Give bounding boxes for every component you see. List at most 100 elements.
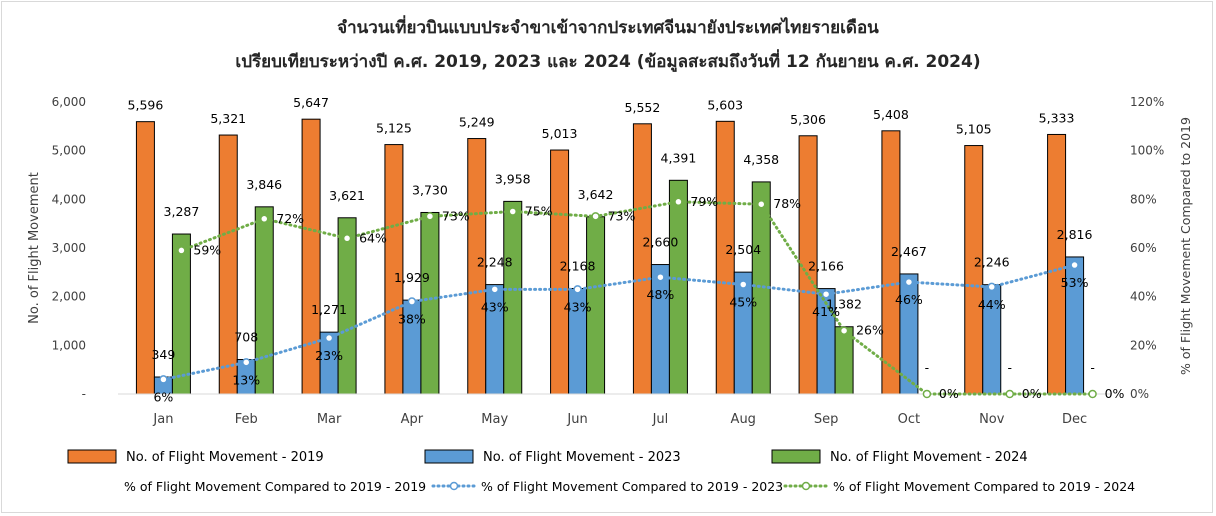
bar-data-label: -: [1090, 360, 1095, 375]
bar-data-label: 2,248: [477, 255, 513, 270]
pct-data-label: 41%: [812, 304, 840, 319]
bar: [715, 120, 735, 395]
x-tick-label: Jun: [566, 412, 587, 427]
legend-marker: [801, 481, 811, 491]
y2-tick-label: 40%: [1130, 290, 1157, 304]
pct-data-label: 64%: [359, 230, 387, 245]
bar-data-label: 3,287: [164, 204, 200, 219]
x-tick-label: May: [481, 412, 508, 427]
chart-subtitle: เปรียบเทียบระหว่างปี ค.ศ. 2019, 2023 และ…: [235, 52, 981, 72]
legend-marker: [449, 481, 459, 491]
y-tick-label: 3,000: [52, 241, 86, 255]
legend-swatch: [67, 449, 117, 464]
pct-marker: [591, 212, 600, 221]
bar-data-label: 2,166: [808, 259, 844, 274]
pct-marker: [821, 289, 831, 299]
bar-data-label: 5,013: [542, 126, 578, 141]
pct-data-label: 73%: [608, 208, 636, 223]
bar-data-label: 5,306: [790, 112, 826, 127]
x-tick-label: Jul: [652, 412, 669, 427]
bar-data-label: 5,105: [956, 122, 992, 137]
x-tick-label: Feb: [235, 412, 258, 427]
legend-swatch: [424, 449, 474, 464]
x-tick-label: Oct: [898, 412, 920, 427]
y-tick-label: 1,000: [52, 338, 86, 352]
pct-marker: [508, 207, 517, 216]
pct-marker: [757, 199, 766, 209]
pct-data-label: 72%: [276, 211, 304, 226]
y-axis-title: No. of Flight Movement: [27, 172, 42, 324]
pct-marker: [1005, 389, 1014, 399]
pct-marker: [1070, 260, 1079, 270]
bar: [420, 211, 440, 395]
bar-data-label: -: [925, 360, 930, 375]
pct-marker: [425, 212, 435, 221]
legend-label: No. of Flight Movement - 2023: [483, 450, 681, 465]
bar-data-label: 708: [234, 330, 258, 345]
bar-data-label: 1,271: [311, 302, 347, 317]
bar-data-label: 5,249: [459, 115, 495, 130]
pct-line: [179, 200, 1095, 396]
y2-tick-label: 80%: [1130, 192, 1157, 206]
bar-data-label: 2,504: [725, 242, 761, 257]
bar-data-label: 2,168: [560, 258, 596, 273]
pct-data-label: 44%: [978, 297, 1006, 312]
legend-label: No. of Flight Movement - 2019: [126, 450, 324, 465]
bar-data-label: 349: [151, 347, 175, 362]
pct-data-label: 73%: [442, 208, 470, 223]
bar: [650, 264, 670, 395]
pct-marker: [324, 333, 334, 343]
x-tick-label: Mar: [317, 412, 342, 427]
y-tick-label: 5,000: [52, 144, 86, 158]
bar: [503, 200, 523, 395]
bar: [254, 206, 274, 395]
bar-data-label: 5,333: [1039, 110, 1075, 125]
x-tick-label: Aug: [731, 412, 756, 427]
bar-data-label: 5,596: [128, 98, 164, 113]
pct-data-label: 43%: [564, 299, 592, 314]
pct-marker: [490, 285, 499, 294]
y2-axis-title: % of Flight Movement Compared to 2019: [1178, 117, 1193, 375]
bar-data-label: 5,321: [210, 111, 246, 126]
pct-data-label: 38%: [398, 312, 426, 327]
bar-data-label: -: [1007, 360, 1012, 375]
pct-data-label: 59%: [193, 242, 221, 257]
bar-data-label: 3,846: [246, 177, 282, 192]
pct-marker: [342, 234, 352, 243]
pct-data-label: 48%: [647, 287, 675, 302]
x-tick-label: Nov: [979, 412, 1005, 427]
bar-data-label: 2,816: [1057, 227, 1093, 242]
pct-data-label: 79%: [690, 194, 718, 209]
pct-data-label: 78%: [773, 196, 801, 211]
pct-data-label: 53%: [1061, 275, 1089, 290]
pct-data-label: 6%: [153, 389, 173, 404]
x-tick-label: Apr: [401, 412, 424, 427]
y2-tick-label: 120%: [1130, 95, 1164, 109]
pct-marker: [904, 277, 914, 287]
pct-data-label: 75%: [525, 204, 553, 219]
bar-data-label: 2,660: [643, 235, 679, 250]
pct-data-label: 0%: [1105, 386, 1125, 401]
pct-marker: [177, 246, 186, 255]
pct-data-label: 23%: [315, 348, 343, 363]
y-tick-label: 2,000: [52, 290, 86, 304]
pct-marker: [674, 197, 683, 207]
y-tick-label: 4,000: [52, 192, 86, 206]
pct-marker: [922, 389, 932, 399]
pct-marker: [839, 326, 849, 335]
legend-swatch: [771, 449, 821, 464]
bar-data-label: 1,929: [394, 270, 430, 285]
pct-marker: [159, 375, 168, 384]
y2-tick-label: 100%: [1130, 144, 1164, 158]
pct-data-label: 45%: [729, 295, 757, 310]
bar-data-label: 5,647: [293, 95, 329, 110]
y-tick-label: 6,000: [52, 95, 86, 109]
bar: [881, 130, 901, 395]
legend-label: % of Flight Movement Compared to 2019 - …: [833, 479, 1135, 494]
bar-data-label: 3,958: [495, 171, 531, 186]
bar-data-label: 5,552: [625, 100, 661, 115]
pct-data-label: 26%: [856, 323, 884, 338]
pct-data-label: 13%: [232, 372, 260, 387]
